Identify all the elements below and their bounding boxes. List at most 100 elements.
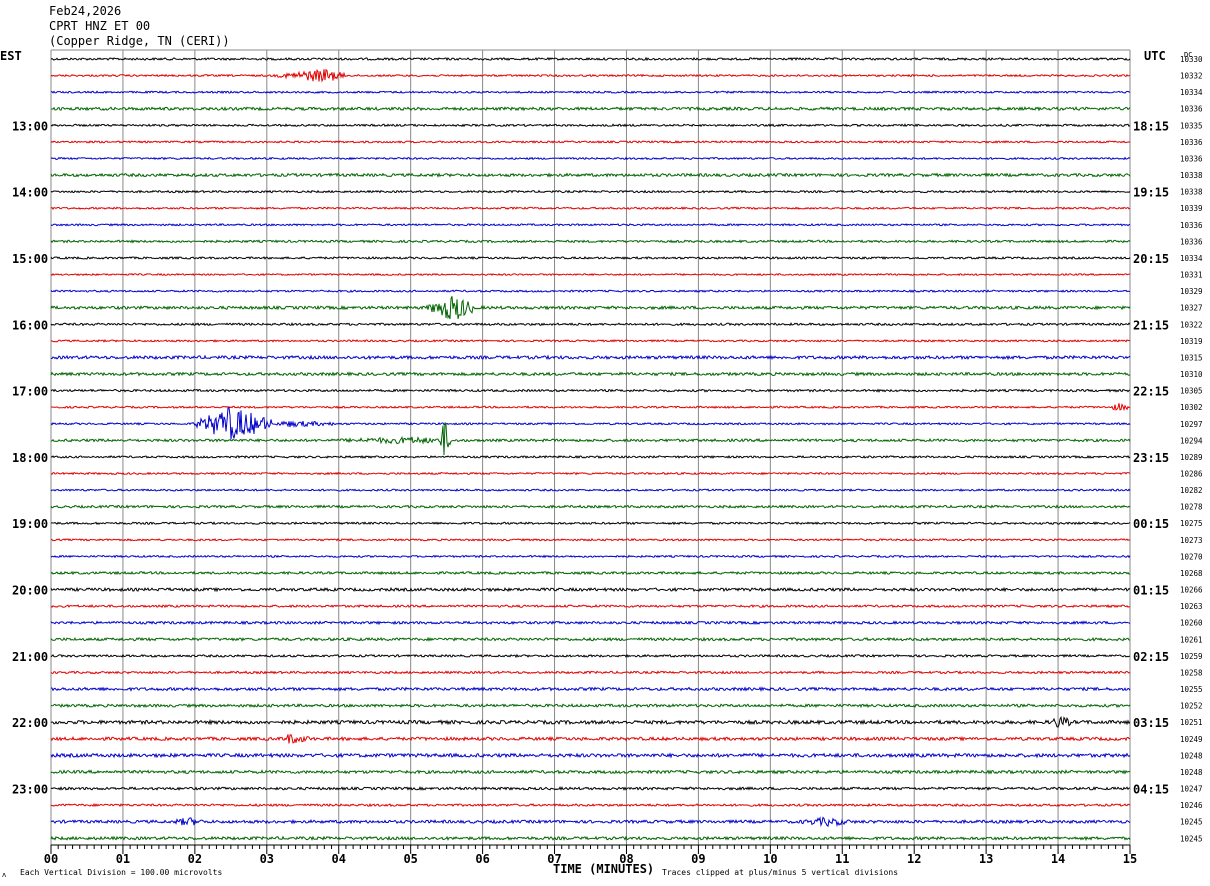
right-hour-label: 04:15 (1133, 783, 1169, 797)
dc-value: 10278 (1180, 503, 1203, 512)
dc-value: 10266 (1180, 586, 1203, 595)
trace-row-34 (50, 620, 1131, 626)
dc-value: 10255 (1180, 685, 1203, 694)
trace-row-36 (50, 653, 1130, 659)
dc-values: 10330 10332 10334 10336 10335 10336 10336 10338… (1180, 55, 1203, 843)
dc-value: 10247 (1180, 785, 1203, 794)
x-tick-label-14: 14 (1051, 852, 1065, 866)
trace-row-0 (50, 56, 1131, 62)
grid-lines (50, 49, 1131, 847)
trace-row-22 (50, 407, 1131, 440)
dc-value: 10329 (1180, 287, 1203, 296)
trace-row-13 (50, 272, 1131, 277)
trace-row-47 (50, 835, 1131, 842)
dc-value: 10273 (1180, 536, 1203, 545)
left-hour-label: 18:00 (12, 451, 48, 465)
dc-value: 10336 (1180, 138, 1203, 147)
left-hour-label: 13:00 (12, 119, 48, 133)
right-hour-label: 00:15 (1133, 517, 1169, 531)
trace-row-5 (50, 140, 1131, 144)
right-hour-label: 01:15 (1133, 584, 1169, 598)
trace-row-18 (50, 354, 1131, 361)
left-hour-label: 14:00 (12, 186, 48, 200)
right-hour-label: 20:15 (1133, 252, 1169, 266)
dc-value: 10327 (1180, 304, 1203, 313)
trace-row-26 (50, 488, 1131, 492)
dc-value: 10252 (1180, 702, 1203, 711)
trace-row-43 (50, 769, 1131, 775)
dc-value: 10259 (1180, 652, 1203, 661)
trace-row-3 (51, 106, 1131, 112)
dc-value: 10319 (1180, 337, 1203, 346)
trace-row-30 (50, 554, 1131, 559)
trace-row-17 (50, 339, 1131, 343)
trace-rows (50, 56, 1131, 842)
dc-value: 10336 (1180, 154, 1203, 163)
dc-value: 10261 (1180, 635, 1203, 644)
trace-row-46 (50, 816, 1131, 828)
trace-row-38 (50, 686, 1131, 693)
right-hour-label: 03:15 (1133, 716, 1169, 730)
dc-value: 10297 (1180, 420, 1203, 429)
x-tick-label-15: 15 (1123, 852, 1137, 866)
right-hour-label: 23:15 (1133, 451, 1169, 465)
dc-value: 10315 (1180, 353, 1203, 362)
trace-row-29 (50, 537, 1131, 542)
x-tick-label-00: 00 (44, 852, 58, 866)
dc-value: 10258 (1180, 668, 1203, 677)
dc-label: DC (1184, 51, 1192, 59)
dc-value: 10249 (1180, 735, 1203, 744)
trace-row-8 (50, 189, 1131, 194)
trace-row-45 (50, 802, 1131, 808)
x-tick-label-02: 02 (188, 852, 202, 866)
trace-row-7 (50, 172, 1131, 178)
dc-value: 10332 (1180, 72, 1203, 81)
trace-row-37 (50, 670, 1131, 675)
location-label: (Copper Ridge, TN (CERI)) (49, 34, 230, 48)
dc-value: 10331 (1180, 271, 1203, 280)
trace-row-15 (50, 296, 1131, 320)
trace-row-31 (50, 570, 1131, 576)
trace-row-35 (50, 636, 1131, 642)
trace-row-12 (50, 255, 1131, 260)
trace-row-6 (50, 156, 1131, 161)
dc-value: 10336 (1180, 221, 1203, 230)
trace-row-1 (50, 68, 1131, 83)
x-tick-label-03: 03 (260, 852, 274, 866)
trace-row-14 (50, 289, 1131, 293)
left-hour-label: 20:00 (12, 584, 48, 598)
clip-note: Traces clipped at plus/minus 5 vertical … (662, 868, 898, 877)
dc-value: 10310 (1180, 370, 1203, 379)
x-axis-title: TIME (MINUTES) (553, 862, 654, 876)
trace-row-4 (50, 123, 1131, 128)
x-tick-label-04: 04 (332, 852, 346, 866)
right-hour-label: 19:15 (1133, 186, 1169, 200)
x-tick-label-10: 10 (763, 852, 777, 866)
dc-value: 10336 (1180, 237, 1203, 246)
dc-value: 10260 (1180, 619, 1203, 628)
right-hour-label: 22:15 (1133, 385, 1169, 399)
left-hour-label: 21:00 (12, 650, 48, 664)
dc-value: 10335 (1180, 121, 1203, 130)
dc-value: 10322 (1180, 320, 1203, 329)
dc-value: 10275 (1180, 519, 1203, 528)
right-timezone-label: UTC (1144, 49, 1166, 63)
dc-value: 10282 (1180, 486, 1203, 495)
date-label: Feb24,2026 (49, 4, 122, 18)
dc-value: 10248 (1180, 751, 1203, 760)
station-label: CPRT HNZ ET 00 (49, 19, 151, 33)
trace-row-41 (50, 734, 1131, 744)
dc-value: 10302 (1180, 403, 1203, 412)
trace-row-20 (50, 388, 1131, 393)
hour-labels: 13:00 14:00 15:00 16:00 17:00 18:00 19:00 20:00… (12, 119, 1169, 796)
dc-value: 10334 (1180, 88, 1203, 97)
trace-row-44 (50, 786, 1131, 791)
dc-value: 10334 (1180, 254, 1203, 263)
dc-value: 10305 (1180, 387, 1203, 396)
x-tick-label-01: 01 (116, 852, 130, 866)
right-hour-label: 18:15 (1133, 119, 1169, 133)
dc-value: 10286 (1180, 470, 1203, 479)
dc-value: 10251 (1180, 718, 1203, 727)
trace-row-32 (50, 586, 1131, 593)
